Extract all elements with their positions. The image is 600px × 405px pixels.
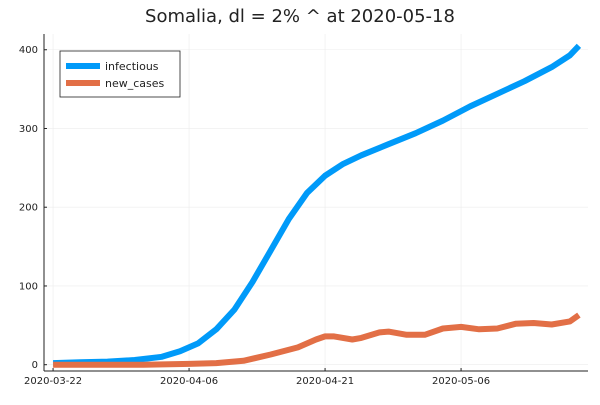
y-tick-label: 400 [19,45,38,56]
y-tick-label: 200 [19,203,38,214]
series-layer [53,43,582,368]
chart-title: Somalia, dl = 2% ^ at 2020-05-18 [145,6,455,27]
x-tick-label: 2020-05-06 [432,376,490,387]
x-tick-label: 2020-04-06 [160,376,218,387]
series-line-infectious [53,43,582,367]
y-tick-label: 300 [19,124,38,135]
series-line-new-cases [53,312,581,368]
y-tick-label: 100 [19,281,38,292]
x-tick-label: 2020-03-22 [24,376,82,387]
legend: infectious new_cases [59,50,181,98]
legend-label-infectious: infectious [105,60,159,73]
legend-box [59,50,181,98]
y-tick-label: 0 [32,360,38,371]
x-tick-label: 2020-04-21 [296,376,354,387]
axes: 2020-03-22 2020-04-06 2020-04-21 2020-05-06… [19,34,588,387]
legend-label-new-cases: new_cases [105,77,165,90]
grid [44,34,588,371]
